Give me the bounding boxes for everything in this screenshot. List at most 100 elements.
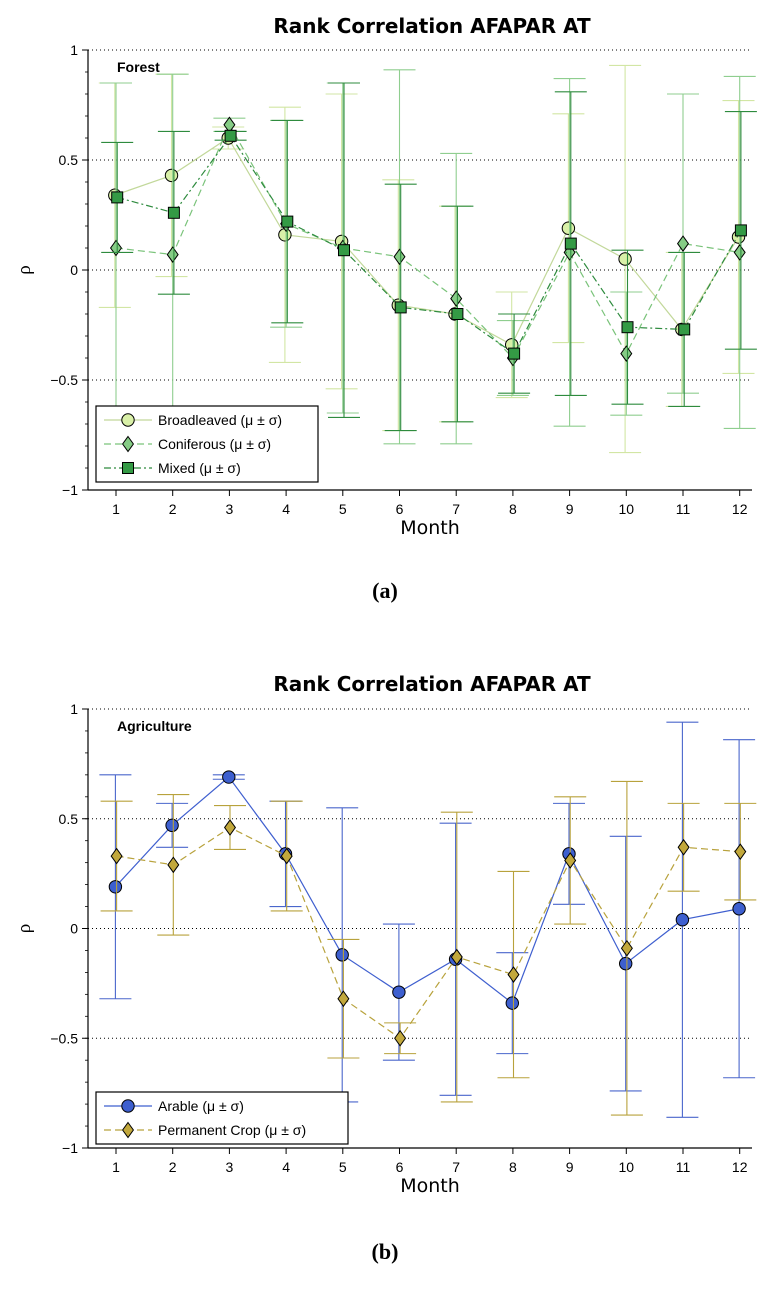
chart-title: Rank Correlation AFAPAR AT	[273, 14, 591, 38]
x-tick-label: 11	[676, 501, 691, 517]
data-point	[224, 129, 237, 142]
series-line	[114, 776, 740, 1005]
figure-caption: (b)	[372, 1239, 399, 1264]
data-point	[392, 985, 406, 999]
data-point	[337, 990, 350, 1008]
legend-label: Arable (μ ± σ)	[158, 1098, 244, 1114]
x-tick-label: 3	[226, 1159, 234, 1175]
y-tick-label: 0	[70, 262, 78, 278]
series-coniferous	[100, 69, 756, 445]
data-point	[167, 206, 180, 219]
data-point	[734, 843, 747, 861]
data-point	[732, 902, 746, 916]
data-point	[338, 244, 350, 257]
data-point	[281, 215, 294, 228]
data-point	[676, 235, 690, 252]
panel-label: Agriculture	[117, 718, 192, 734]
y-tick-label: −0.5	[50, 372, 78, 388]
y-axis-label: ρ	[14, 924, 35, 933]
data-point	[393, 248, 406, 266]
y-tick-label: 0.5	[59, 152, 79, 168]
data-point	[508, 347, 521, 360]
x-tick-label: 12	[732, 501, 748, 517]
data-point	[111, 191, 124, 204]
x-tick-label: 10	[619, 1159, 635, 1175]
figure-caption: (a)	[372, 578, 398, 603]
data-point	[110, 847, 123, 865]
data-point	[394, 1029, 407, 1047]
y-tick-label: 1	[70, 42, 78, 58]
series-mixed	[101, 82, 757, 432]
data-point	[108, 880, 123, 894]
x-tick-label: 7	[452, 501, 460, 517]
data-point	[678, 323, 691, 336]
data-point	[335, 948, 349, 962]
x-tick-label: 9	[566, 501, 574, 517]
series-arable	[99, 721, 756, 1118]
legend-label: Broadleaved (μ ± σ)	[158, 412, 282, 428]
data-point	[564, 852, 577, 869]
y-tick-label: 1	[70, 701, 78, 717]
x-tick-label: 2	[169, 1159, 177, 1175]
panel-label: Forest	[117, 59, 160, 75]
data-point	[166, 246, 179, 263]
series-line	[114, 137, 740, 346]
data-point	[165, 818, 179, 833]
data-point	[451, 308, 464, 320]
x-tick-label: 11	[676, 1159, 691, 1175]
x-tick-label: 5	[339, 501, 347, 517]
legend-marker	[121, 435, 135, 453]
y-tick-label: −0.5	[50, 1030, 78, 1046]
x-tick-label: 6	[396, 1159, 404, 1175]
legend-box	[95, 1091, 349, 1145]
legend-marker	[122, 462, 134, 474]
series-broadleaved	[98, 64, 755, 454]
legend-marker	[121, 1121, 135, 1139]
data-point	[164, 168, 179, 183]
series-permanent	[100, 780, 757, 1116]
data-point	[675, 913, 690, 927]
data-point	[222, 770, 236, 784]
data-point	[223, 819, 237, 836]
x-tick-label: 2	[169, 501, 177, 517]
data-point	[677, 838, 690, 856]
x-tick-label: 9	[566, 1159, 574, 1175]
data-point	[167, 856, 180, 874]
x-tick-label: 4	[282, 501, 290, 517]
x-tick-label: 4	[282, 1159, 290, 1175]
legend-label: Mixed (μ ± σ)	[158, 460, 241, 476]
legend: Arable (μ ± σ) Permanent Crop (μ ± σ)	[95, 1091, 349, 1145]
legend-label: Coniferous (μ ± σ)	[158, 436, 271, 452]
y-tick-label: −1	[62, 1140, 78, 1156]
x-tick-label: 1	[112, 1159, 120, 1175]
legend: Broadleaved (μ ± σ) Coniferous (μ ± σ) Mix…	[95, 405, 319, 483]
data-point	[733, 244, 746, 261]
series-line	[116, 826, 741, 1040]
data-point	[620, 345, 633, 362]
chart-title: Rank Correlation AFAPAR AT	[273, 672, 591, 696]
x-tick-label: 7	[452, 1159, 460, 1175]
x-tick-label: 5	[339, 1159, 347, 1175]
x-tick-label: 6	[396, 501, 404, 517]
data-point	[564, 237, 577, 250]
series-line	[115, 123, 740, 360]
x-tick-label: 10	[619, 501, 635, 517]
x-tick-label: 3	[226, 501, 234, 517]
legend-marker	[121, 413, 135, 427]
data-point	[109, 239, 123, 257]
data-point	[394, 301, 407, 314]
data-point	[734, 224, 747, 237]
legend-marker	[121, 1099, 135, 1113]
data-point	[618, 252, 632, 266]
y-axis-label: ρ	[14, 265, 35, 274]
data-point	[280, 847, 293, 865]
data-point	[561, 221, 576, 235]
data-point	[619, 956, 633, 971]
x-tick-label: 8	[509, 501, 517, 517]
data-point	[505, 996, 519, 1010]
x-axis-label: Month	[400, 1175, 460, 1197]
data-point	[507, 966, 520, 983]
data-point	[450, 948, 463, 966]
